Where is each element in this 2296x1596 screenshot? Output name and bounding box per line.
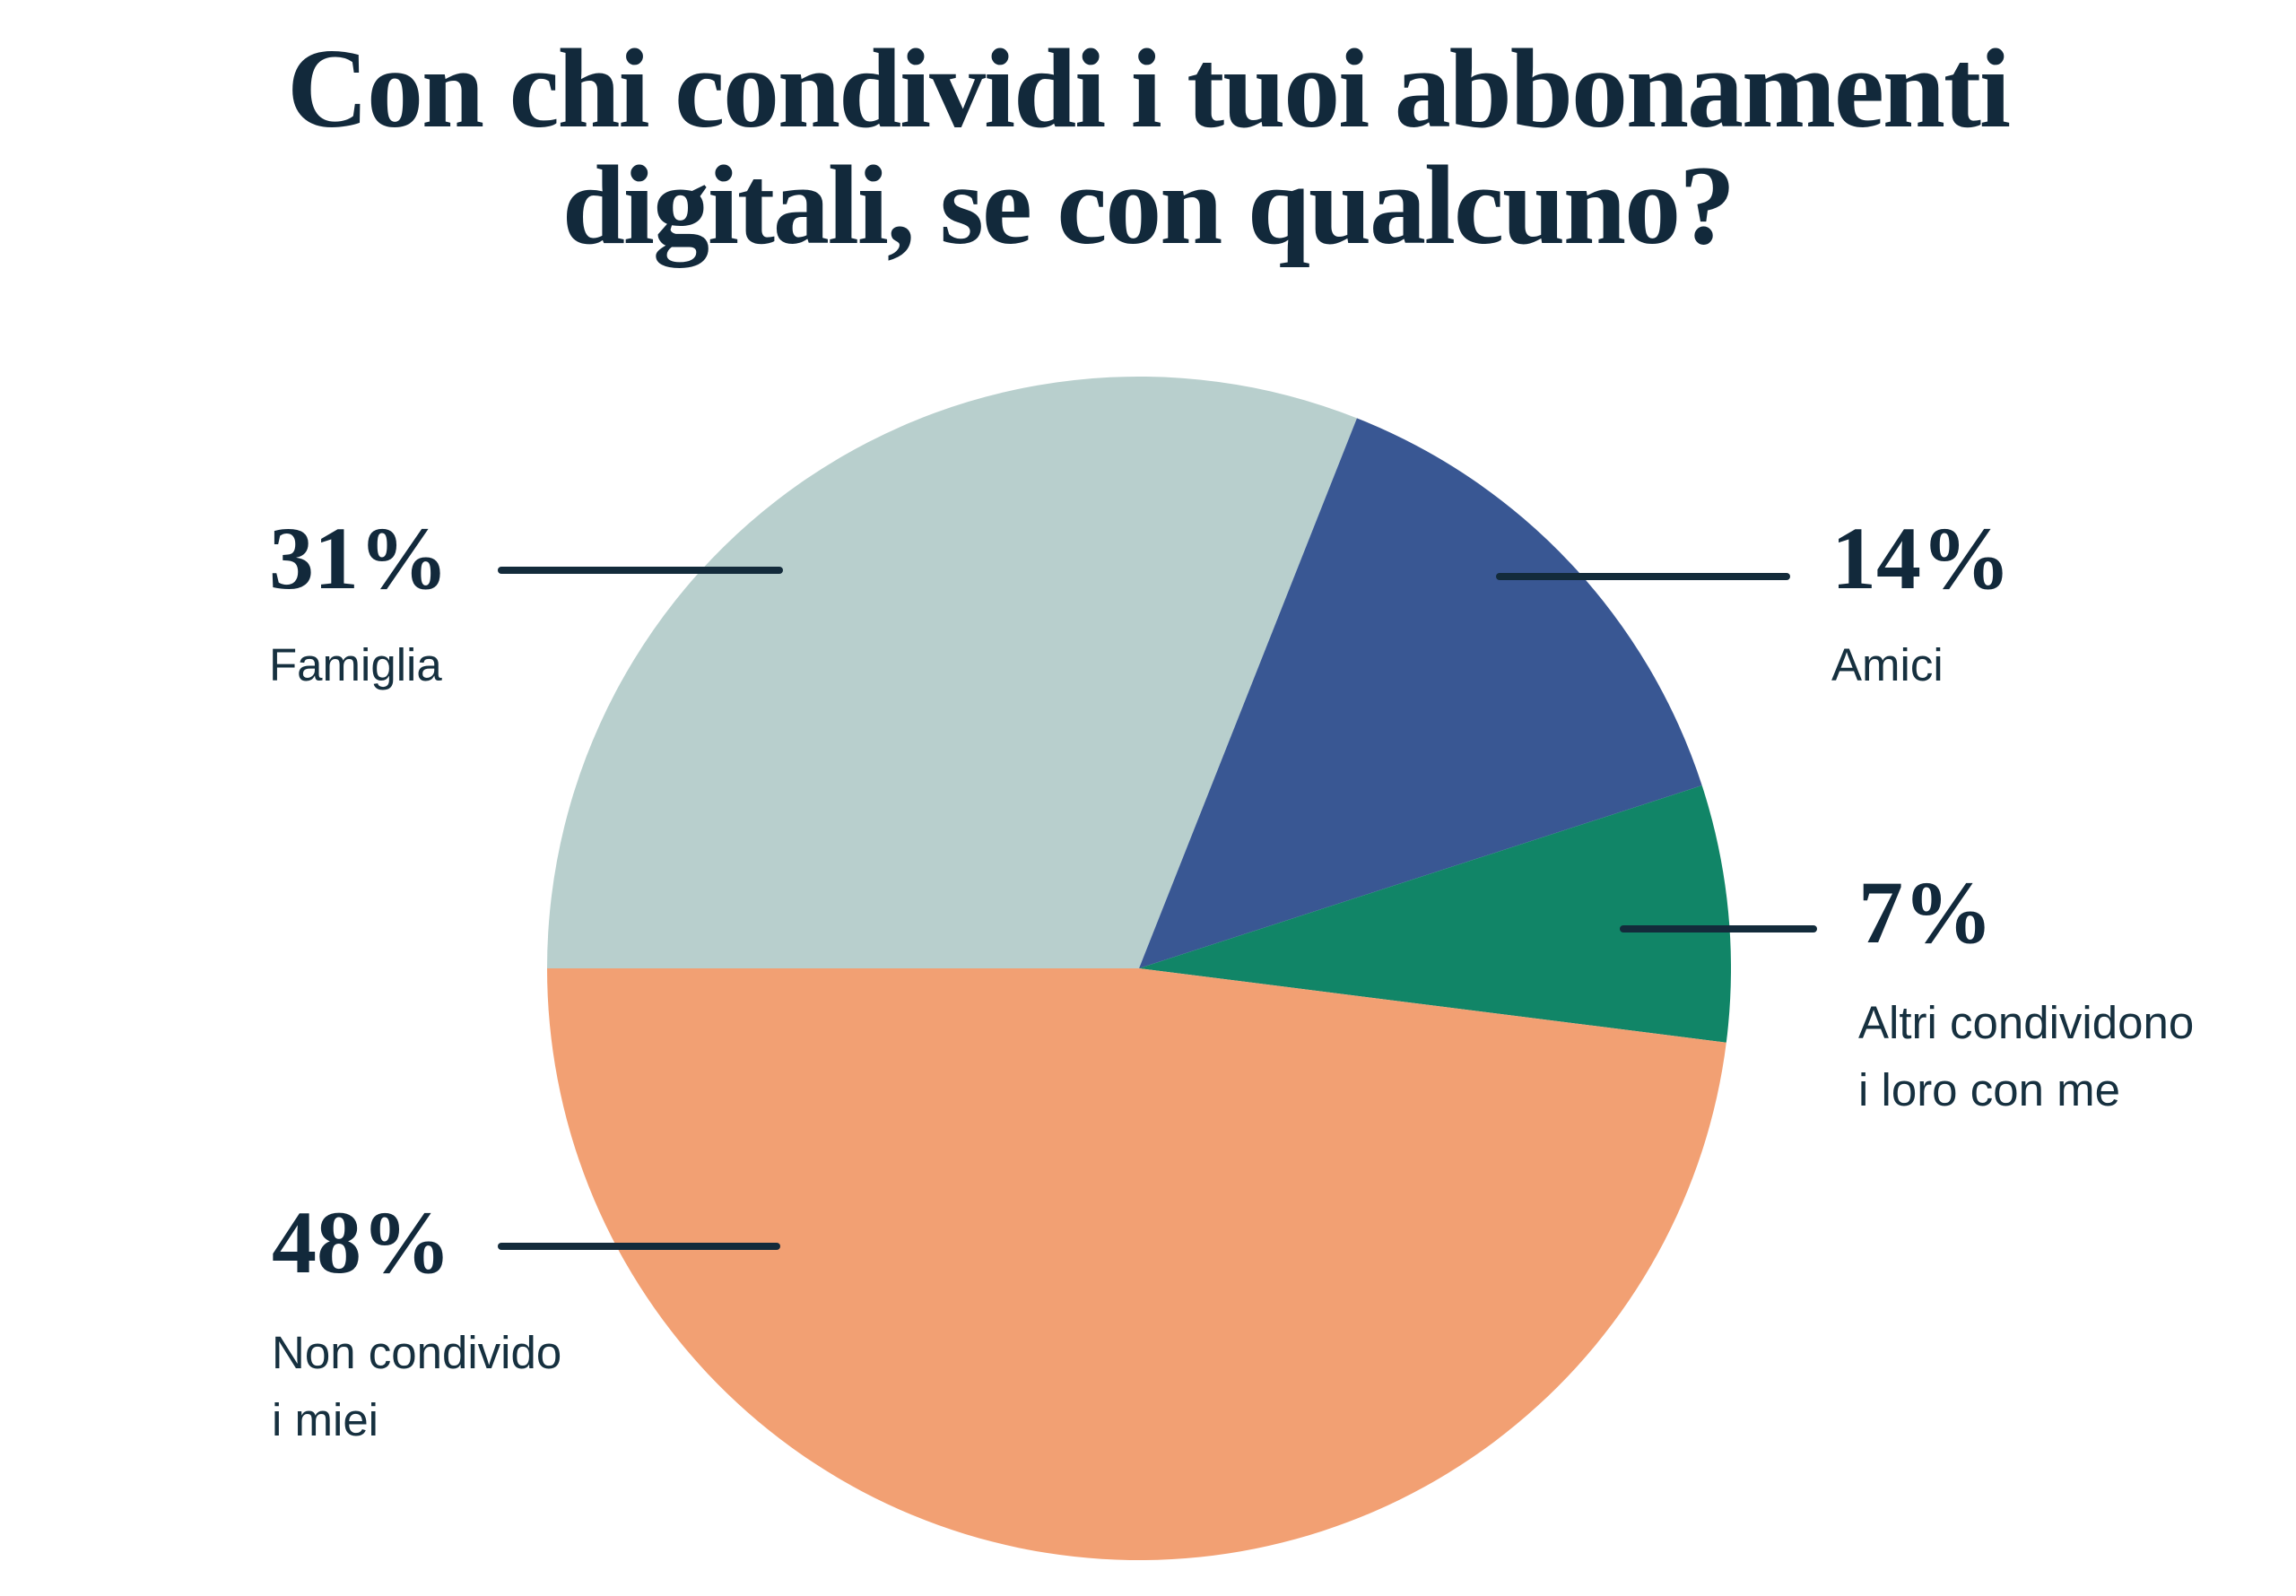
pie-slice-amici <box>1139 418 1702 969</box>
callout-famiglia-label-line: Famiglia <box>269 639 442 690</box>
callout-altri-label-line-1: Altri condividono <box>1858 997 2195 1048</box>
callout-famiglia-label: Famiglia <box>269 631 442 698</box>
callout-non-condivido-label-line-2: i miei <box>272 1394 379 1445</box>
callout-famiglia-percent: 31% <box>269 508 448 608</box>
callout-altri-label: Altri condividono i loro con me <box>1858 989 2194 1123</box>
pie-slice-famiglia <box>547 377 1357 968</box>
callout-amici-label-line: Amici <box>1831 639 1944 690</box>
leader-line-famiglia <box>498 567 783 574</box>
callout-amici-percent: 14% <box>1831 508 2011 608</box>
chart-title-line-1: Con chi condividi i tuoi abbonamenti <box>287 27 2011 152</box>
callout-altri-label-line-2: i loro con me <box>1858 1064 2120 1115</box>
chart-title: Con chi condividi i tuoi abbonamenti dig… <box>0 31 2296 265</box>
callout-non-condivido-percent: 48% <box>272 1193 451 1292</box>
callout-amici-label: Amici <box>1831 631 1944 698</box>
pie-chart <box>547 377 1731 1560</box>
leader-line-non-condivido <box>498 1243 780 1250</box>
callout-non-condivido-label: Non condivido i miei <box>272 1319 561 1453</box>
pie-slice-altri-condividono-i-loro-con-me <box>1139 785 1731 1043</box>
leader-line-amici <box>1496 573 1790 580</box>
pie-slice-non-condivido-i-miei <box>547 968 1726 1560</box>
callout-non-condivido-label-line-1: Non condivido <box>272 1327 562 1378</box>
chart-title-line-2: digitali, se con qualcuno? <box>561 143 1735 268</box>
leader-line-altri <box>1620 925 1817 932</box>
callout-altri-percent: 7% <box>1858 863 1993 962</box>
